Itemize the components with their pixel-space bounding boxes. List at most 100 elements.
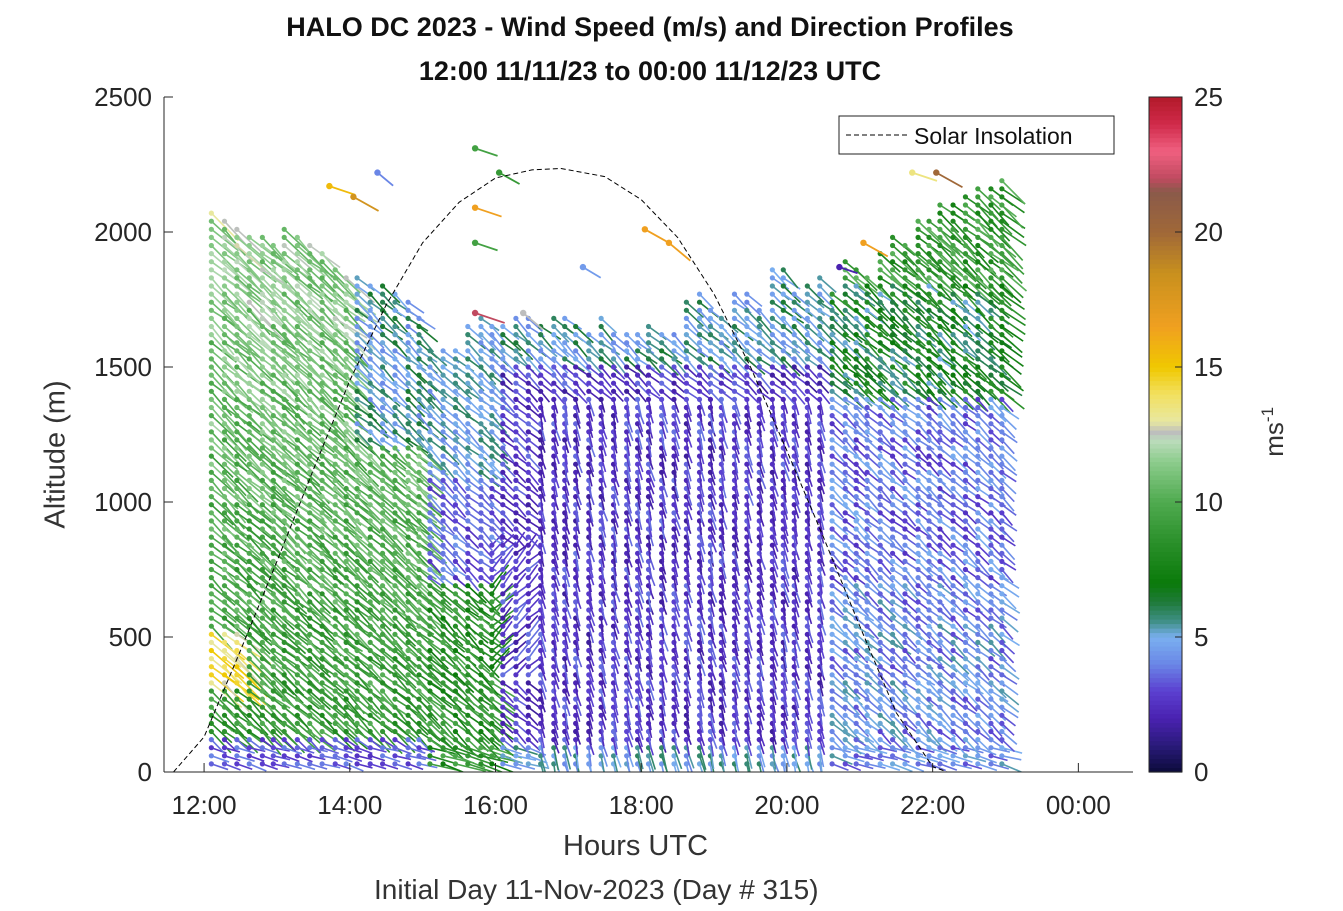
wind-barb: [270, 542, 295, 570]
colorbar-segment: [1149, 326, 1182, 332]
wind-barb: [294, 251, 326, 277]
colorbar-segment: [1149, 515, 1182, 521]
colorbar-segment: [1149, 479, 1182, 485]
wind-barb: [246, 745, 266, 753]
colorbar-segment: [1149, 128, 1182, 134]
y-tick-label: 2000: [94, 217, 152, 247]
wind-barb: [294, 566, 319, 595]
wind-barb: [221, 485, 251, 512]
wind-barb: [246, 356, 274, 382]
x-axis-secondary-label: Initial Day 11-Nov-2023 (Day # 315): [374, 874, 819, 905]
wind-barb: [294, 299, 322, 326]
wind-barb: [234, 534, 262, 560]
colorbar-segment: [1149, 466, 1182, 472]
colorbar-segment: [1149, 407, 1182, 413]
colorbar-segment: [1149, 196, 1182, 202]
isolated-wind-barb: [326, 182, 356, 196]
wind-barb: [246, 437, 273, 463]
y-tick-label: 500: [109, 622, 152, 652]
wind-barb: [294, 745, 315, 754]
wind-barb: [246, 242, 277, 269]
wind-barb: [281, 226, 310, 253]
colorbar-tick-label: 5: [1194, 622, 1208, 652]
wind-barb: [208, 356, 235, 384]
colorbar-segment: [1149, 133, 1182, 139]
isolated-wind-barb: [471, 309, 505, 324]
wind-barb: [281, 299, 311, 329]
colorbar-segment: [1149, 461, 1182, 467]
isolated-wind-barb: [471, 204, 502, 218]
wind-barb: [354, 631, 380, 660]
wind-barb: [246, 631, 271, 655]
colorbar-segment: [1149, 614, 1182, 620]
colorbar-segment: [1149, 457, 1182, 463]
wind-barb: [294, 591, 322, 618]
wind-barb: [270, 445, 297, 475]
wind-barb: [707, 396, 714, 415]
colorbar-segment: [1149, 254, 1182, 260]
wind-barb: [281, 631, 307, 655]
colorbar-segment: [1149, 214, 1182, 220]
colorbar-segment: [1149, 691, 1182, 697]
wind-barb: [221, 283, 251, 312]
colorbar-segment: [1149, 97, 1182, 103]
wind-barb: [208, 737, 225, 754]
wind-barb: [294, 283, 326, 312]
wind-barb: [234, 453, 260, 480]
wind-barb: [221, 242, 252, 271]
colorbar-segment: [1149, 119, 1182, 125]
colorbar-segment: [1149, 277, 1182, 283]
wind-barb: [259, 469, 288, 499]
wind-barb: [270, 348, 299, 375]
x-axis-label: Hours UTC: [563, 830, 709, 862]
wind-barb: [294, 696, 322, 722]
colorbar-segment: [1149, 200, 1182, 206]
colorbar-segment: [1149, 749, 1182, 755]
wind-barb: [379, 323, 404, 341]
y-tick-label: 1000: [94, 487, 152, 517]
wind-barb: [259, 307, 291, 335]
wind-barb: [246, 485, 277, 512]
colorbar-segment: [1149, 578, 1182, 584]
colorbar-segment: [1149, 713, 1182, 719]
colorbar-segment: [1149, 709, 1182, 715]
wind-barb: [208, 291, 238, 321]
wind-barb: [221, 259, 252, 288]
wind-barb: [234, 429, 260, 456]
wind-barb: [208, 332, 236, 362]
colorbar-segment: [1149, 173, 1182, 179]
wind-barb: [281, 348, 311, 375]
wind-barb: [671, 761, 677, 772]
wind-barb: [221, 469, 247, 497]
colorbar-segment: [1149, 142, 1182, 148]
wind-barb: [208, 461, 238, 490]
wind-barb: [294, 421, 323, 450]
wind-barb: [756, 761, 762, 772]
wind-barb: [294, 461, 321, 487]
wind-barb: [294, 542, 324, 568]
wind-barb: [281, 712, 306, 739]
colorbar: 0 5 10 15 20 25: [1148, 82, 1223, 787]
y-tick-label: 2500: [94, 82, 152, 112]
wind-barb: [246, 526, 272, 550]
wind-barb: [610, 761, 617, 772]
colorbar-segment: [1149, 646, 1182, 652]
colorbar-segment: [1149, 353, 1182, 359]
x-tick-label: 20:00: [754, 790, 819, 820]
wind-barb: [208, 656, 243, 684]
wind-barb: [221, 761, 241, 771]
wind-barb: [281, 267, 313, 294]
wind-barb: [246, 469, 276, 496]
wind-barb: [246, 388, 276, 417]
colorbar-segment: [1149, 493, 1182, 499]
wind-barb: [246, 591, 274, 617]
wind-barb: [281, 413, 309, 440]
wind-barb: [281, 737, 297, 752]
colorbar-segment: [1149, 677, 1182, 683]
wind-barb: [294, 453, 323, 483]
colorbar-segment: [1149, 700, 1182, 706]
wind-barb: [259, 753, 279, 763]
wind-barb: [208, 753, 230, 763]
wind-barb: [208, 502, 234, 526]
